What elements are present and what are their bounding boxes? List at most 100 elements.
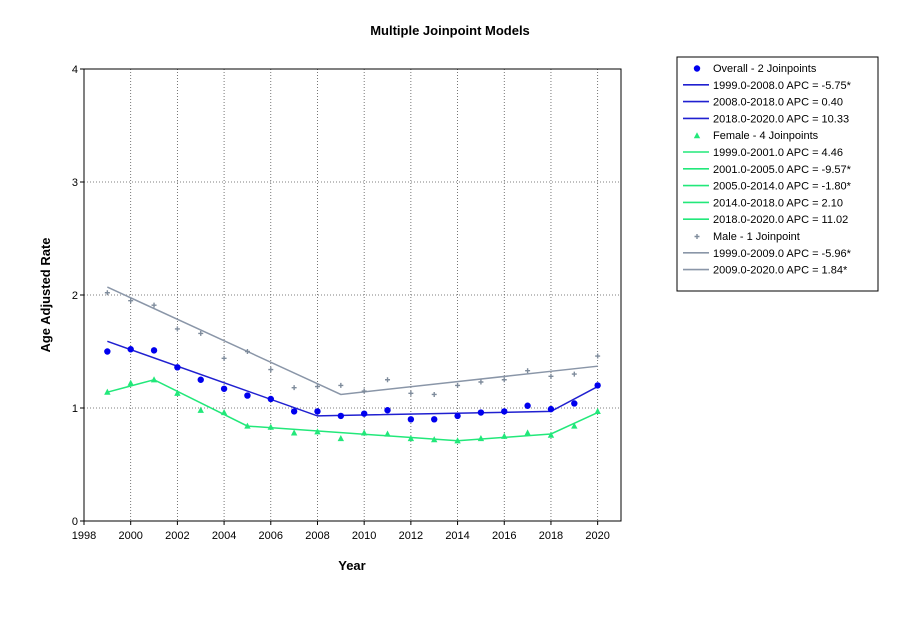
legend-segment-label: 2005.0-2014.0 APC = -1.80* — [713, 181, 852, 193]
x-tick-label: 1998 — [72, 530, 96, 542]
x-tick-label: 2020 — [585, 530, 609, 542]
data-point — [267, 423, 274, 430]
legend-series-label: Overall - 2 Joinpoints — [713, 63, 817, 75]
data-point — [455, 382, 461, 388]
data-point — [290, 408, 298, 415]
data-point — [477, 409, 485, 416]
axis-ticks: 1998 2000 2002 2004 2006 2008 2010 2012 2014 2016… — [72, 64, 610, 542]
data-point — [314, 428, 321, 435]
data-point — [501, 432, 508, 439]
data-point — [547, 431, 555, 438]
data-point — [197, 406, 204, 413]
data-point — [104, 388, 111, 395]
data-point — [338, 382, 344, 388]
data-point — [478, 379, 484, 385]
fit-line — [107, 340, 599, 417]
data-point — [571, 400, 578, 407]
y-axis-label: Age Adjusted Rate — [38, 237, 53, 352]
data-point — [314, 384, 320, 390]
data-point — [127, 379, 134, 386]
x-tick-label: 2014 — [445, 530, 469, 542]
data-point — [384, 407, 391, 414]
data-point — [361, 388, 367, 394]
data-point — [407, 435, 415, 442]
x-tick-label: 2006 — [259, 530, 283, 542]
y-tick-label: 1 — [72, 403, 78, 415]
data-point — [174, 326, 180, 332]
data-point — [291, 385, 297, 391]
data-point — [431, 391, 437, 397]
x-tick-label: 2002 — [165, 530, 189, 542]
data-point — [384, 430, 391, 437]
data-point — [174, 364, 181, 371]
data-point — [571, 422, 578, 429]
x-tick-label: 2010 — [352, 530, 376, 542]
data-point — [267, 395, 274, 403]
data-point — [221, 355, 227, 361]
x-tick-label: 2004 — [212, 530, 236, 542]
y-tick-label: 3 — [72, 177, 78, 189]
data-point — [547, 405, 555, 413]
legend: Overall - 2 Joinpoints 1999.0-2008.0 APC … — [676, 56, 879, 292]
legend-segment-label: 2009.0-2020.0 APC = 1.84* — [713, 265, 848, 277]
data-point — [454, 437, 461, 444]
x-tick-label: 2018 — [539, 530, 563, 542]
series-0 — [104, 340, 601, 423]
data-point — [104, 290, 110, 296]
x-tick-label: 2000 — [118, 530, 142, 542]
series — [104, 286, 601, 444]
legend-marker — [694, 234, 700, 239]
legend-segment-label: 2018.0-2020.0 APC = 10.33 — [713, 113, 849, 125]
legend-marker — [693, 132, 701, 139]
data-point — [548, 373, 554, 379]
data-point — [524, 429, 531, 436]
fit-line — [107, 378, 598, 442]
legend-segment-label: 1999.0-2001.0 APC = 4.46 — [713, 147, 843, 159]
data-point — [244, 392, 251, 399]
legend-segment-label: 2008.0-2018.0 APC = 0.40 — [713, 97, 843, 109]
data-point — [524, 402, 531, 409]
fit-line — [107, 286, 598, 396]
data-point — [477, 435, 485, 442]
data-point — [220, 409, 228, 416]
data-point — [360, 429, 368, 436]
y-tick-label: 2 — [72, 290, 78, 302]
data-point — [151, 302, 157, 308]
series-1 — [104, 376, 601, 444]
data-point — [408, 390, 414, 396]
data-point — [594, 382, 601, 389]
data-point — [127, 346, 134, 353]
legend-box — [676, 56, 879, 292]
data-point — [595, 353, 601, 359]
data-point — [314, 408, 321, 415]
data-point — [197, 376, 204, 383]
data-point — [128, 298, 134, 304]
data-point — [571, 371, 577, 377]
legend-segment-label: 1999.0-2008.0 APC = -5.75* — [713, 80, 852, 92]
data-point — [360, 410, 368, 417]
data-point — [501, 408, 508, 415]
data-point — [290, 429, 298, 436]
data-point — [150, 376, 158, 383]
legend-segment-label: 1999.0-2009.0 APC = -5.96* — [713, 248, 852, 260]
data-point — [385, 377, 391, 383]
data-point — [268, 367, 274, 373]
legend-segment-label: 2018.0-2020.0 APC = 11.02 — [713, 214, 848, 226]
data-point — [198, 330, 204, 336]
data-point — [337, 412, 345, 420]
data-point — [431, 416, 438, 423]
chart-title: Multiple Joinpoint Models — [370, 23, 530, 38]
legend-marker — [693, 65, 701, 72]
data-point — [150, 347, 158, 354]
data-point — [104, 348, 111, 355]
legend-series-label: Male - 1 Joinpoint — [713, 231, 800, 243]
data-point — [407, 416, 415, 423]
grid — [84, 69, 621, 521]
data-point — [337, 435, 345, 442]
legend-segment-label: 2001.0-2005.0 APC = -9.57* — [713, 164, 852, 176]
x-tick-label: 2008 — [305, 530, 329, 542]
legend-series-label: Female - 4 Joinpoints — [713, 130, 819, 142]
data-point — [174, 389, 181, 396]
data-point — [220, 385, 228, 392]
